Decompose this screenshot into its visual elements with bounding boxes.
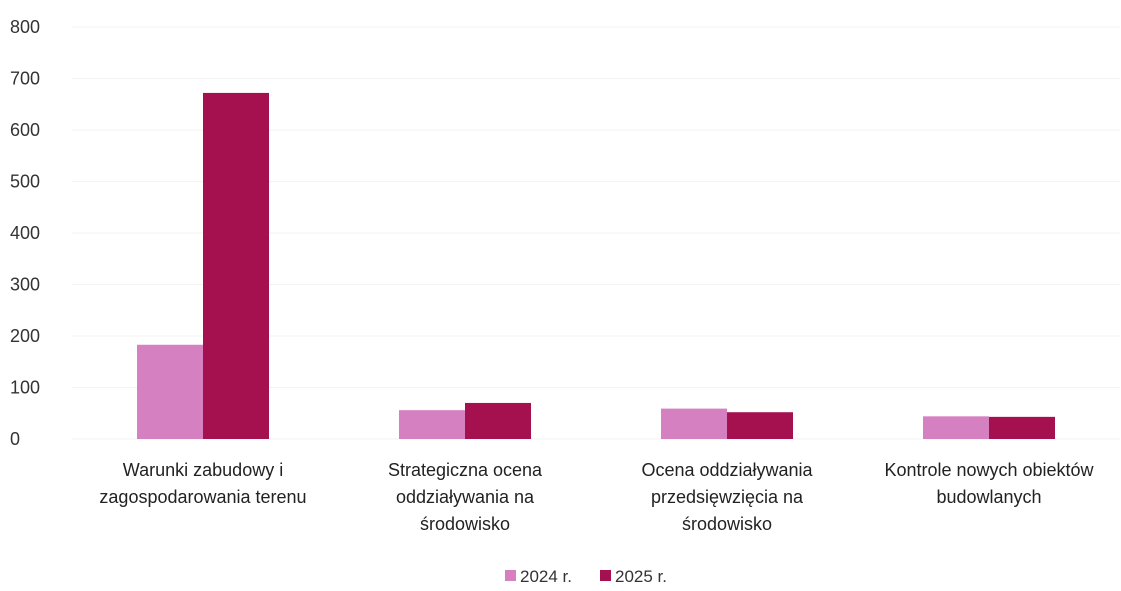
y-tick-label: 600: [10, 120, 40, 140]
bar-2025-1: [465, 402, 531, 439]
bar-2024-1: [399, 410, 465, 439]
category-labels: Warunki zabudowy i zagospodarowania teren…: [99, 460, 1094, 534]
category-label: Kontrole nowych obiektów budowlanych: [884, 460, 1094, 507]
y-tick-label: 400: [10, 223, 40, 243]
legend: 2024 r. 2025 r.: [505, 567, 667, 586]
category-label-line: Strategiczna ocena: [388, 460, 543, 480]
legend-label: 2025 r.: [615, 567, 667, 586]
y-tick-label: 100: [10, 378, 40, 398]
category-label-line: Ocena oddziaływania: [641, 460, 813, 480]
legend-label: 2024 r.: [520, 567, 572, 586]
bar-2025-2: [727, 412, 793, 439]
category-label-line: przedsięwzięcia na: [651, 487, 804, 507]
y-tick-label: 800: [10, 17, 40, 37]
category-label-line: budowlanych: [936, 487, 1041, 507]
y-tick-label: 500: [10, 172, 40, 192]
y-axis-ticks: 0 100 200 300 400 500 600 700 800: [10, 17, 40, 449]
bar-2025-0: [203, 92, 269, 440]
category-label-line: środowisko: [682, 514, 772, 534]
bar-2025-3: [989, 416, 1055, 439]
y-tick-label: 300: [10, 275, 40, 295]
y-tick-label: 700: [10, 69, 40, 89]
bar-2024-0: [137, 344, 203, 439]
y-tick-label: 0: [10, 429, 20, 449]
bar-2024-3: [923, 416, 989, 439]
bars: [137, 92, 1055, 440]
y-tick-label: 200: [10, 326, 40, 346]
category-label: Strategiczna ocena oddziaływania na środow…: [388, 460, 543, 534]
category-label: Ocena oddziaływania przedsięwzięcia na śro…: [641, 460, 813, 534]
category-label-line: zagospodarowania terenu: [99, 487, 306, 507]
bar-2024-2: [661, 408, 727, 439]
category-label: Warunki zabudowy i zagospodarowania teren…: [99, 460, 306, 507]
legend-swatch: [505, 570, 516, 581]
category-label-line: środowisko: [420, 514, 510, 534]
legend-swatch: [600, 570, 611, 581]
category-label-line: oddziaływania na: [396, 487, 535, 507]
category-label-line: Kontrole nowych obiektów: [884, 460, 1094, 480]
category-label-line: Warunki zabudowy i: [123, 460, 283, 480]
